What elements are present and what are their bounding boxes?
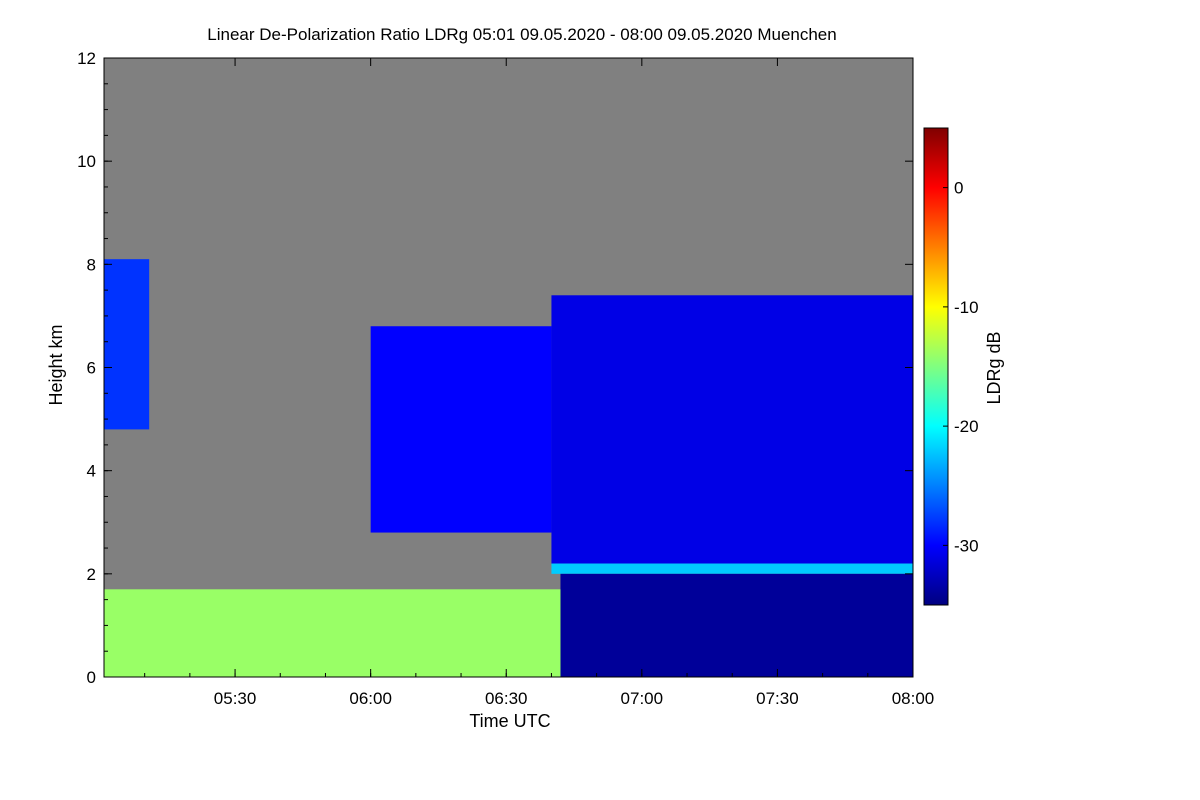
- colorbar-tick-label: 0: [954, 179, 963, 198]
- x-tick-label: 06:30: [485, 689, 528, 708]
- y-tick-label: 10: [77, 152, 96, 171]
- colorbar-tick-label: -10: [954, 298, 979, 317]
- y-tick-label: 2: [87, 565, 96, 584]
- colorbar: 0 -10 -20 -30: [923, 127, 979, 606]
- heatmap-plot: [103, 57, 914, 678]
- region-5: [104, 589, 561, 677]
- y-tick-label: 8: [87, 255, 96, 274]
- region-2: [551, 295, 913, 564]
- x-tick-label: 08:00: [892, 689, 935, 708]
- x-tick-label: 07:30: [756, 689, 799, 708]
- y-tick-label: 0: [87, 668, 96, 687]
- colorbar-tick-label: -30: [954, 536, 979, 555]
- region-3: [551, 563, 913, 574]
- region-4: [560, 573, 913, 677]
- region-1: [370, 326, 552, 533]
- chart-title: Linear De-Polarization Ratio LDRg 05:01 …: [207, 25, 836, 44]
- colorbar-label: LDRg dB: [984, 331, 1004, 404]
- colorbar-gradient: [923, 127, 949, 606]
- y-axis-label: Height km: [46, 324, 66, 405]
- y-axis: 0 2 4 6 8 10 12: [77, 49, 913, 687]
- y-tick-label: 12: [77, 49, 96, 68]
- x-axis: 05:30 06:00 06:30 07:00 07:30 08:00: [144, 58, 935, 708]
- x-tick-label: 05:30: [214, 689, 257, 708]
- x-tick-label: 07:00: [621, 689, 664, 708]
- x-tick-label: 06:00: [349, 689, 392, 708]
- colorbar-tick-label: -20: [954, 417, 979, 436]
- region-0: [104, 259, 150, 430]
- y-tick-label: 4: [87, 462, 96, 481]
- x-axis-label: Time UTC: [469, 711, 550, 731]
- y-tick-label: 6: [87, 359, 96, 378]
